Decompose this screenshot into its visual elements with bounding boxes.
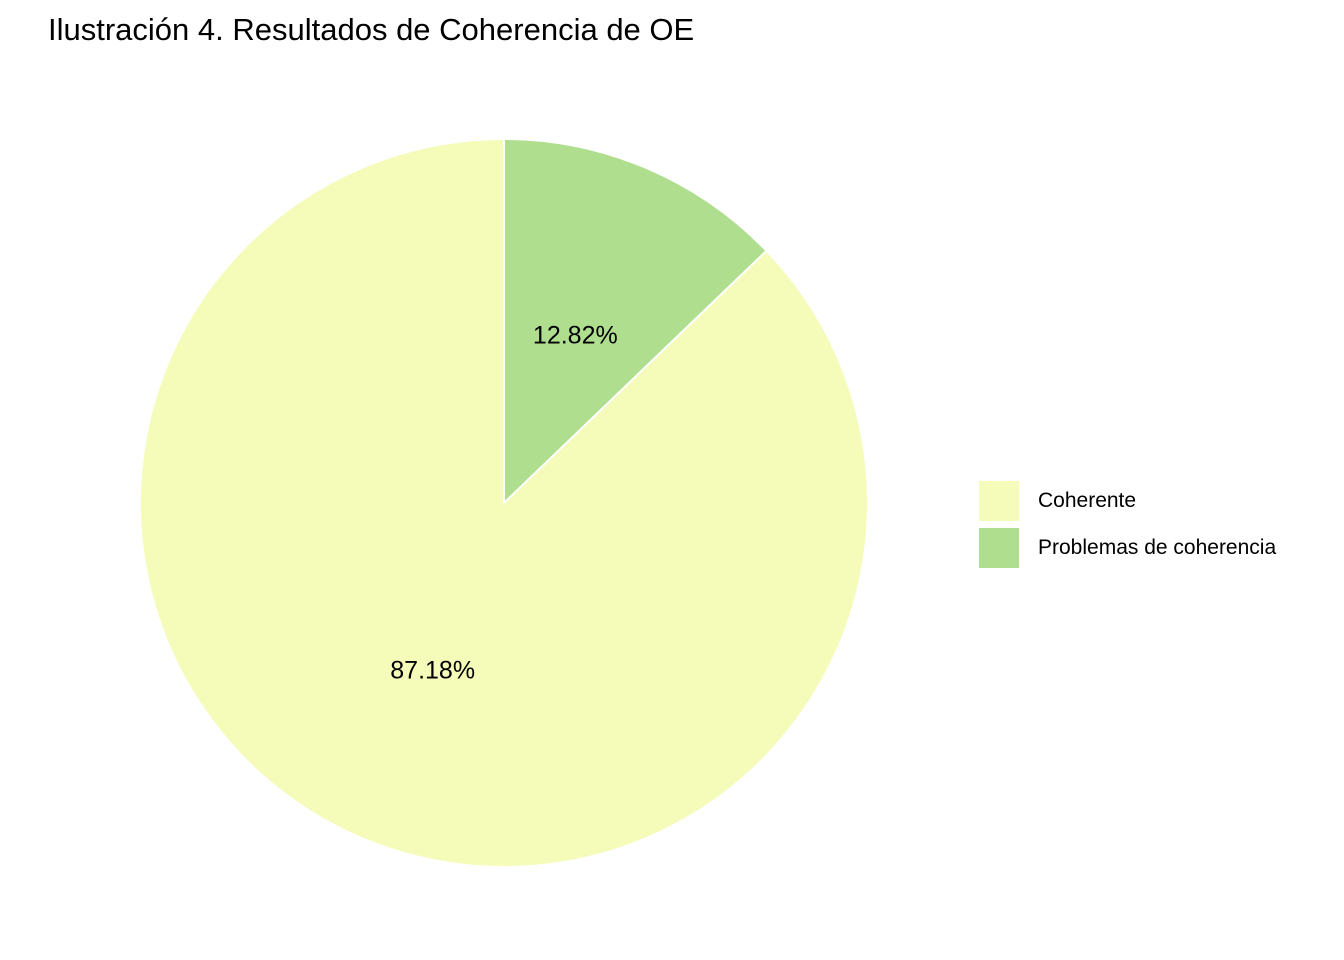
legend-label-coherente: Coherente [1038, 489, 1137, 512]
legend-item-problemas: Problemas de coherencia [979, 527, 1276, 569]
pie-slice-problemas [503, 137, 768, 506]
legend-key-problemas [979, 528, 1019, 568]
legend: Coherente Problemas de coherencia [979, 480, 1276, 574]
slice-label-problemas: 12.82% [533, 322, 618, 350]
pie-slice-coherente [139, 137, 869, 868]
legend-label-problemas: Problemas de coherencia [1038, 536, 1277, 559]
legend-key-coherente [979, 481, 1019, 521]
legend-item-coherente: Coherente [979, 480, 1276, 522]
slice-label-coherente: 87.18% [390, 656, 475, 684]
chart-title: Ilustración 4. Resultados de Coherencia … [48, 12, 695, 47]
